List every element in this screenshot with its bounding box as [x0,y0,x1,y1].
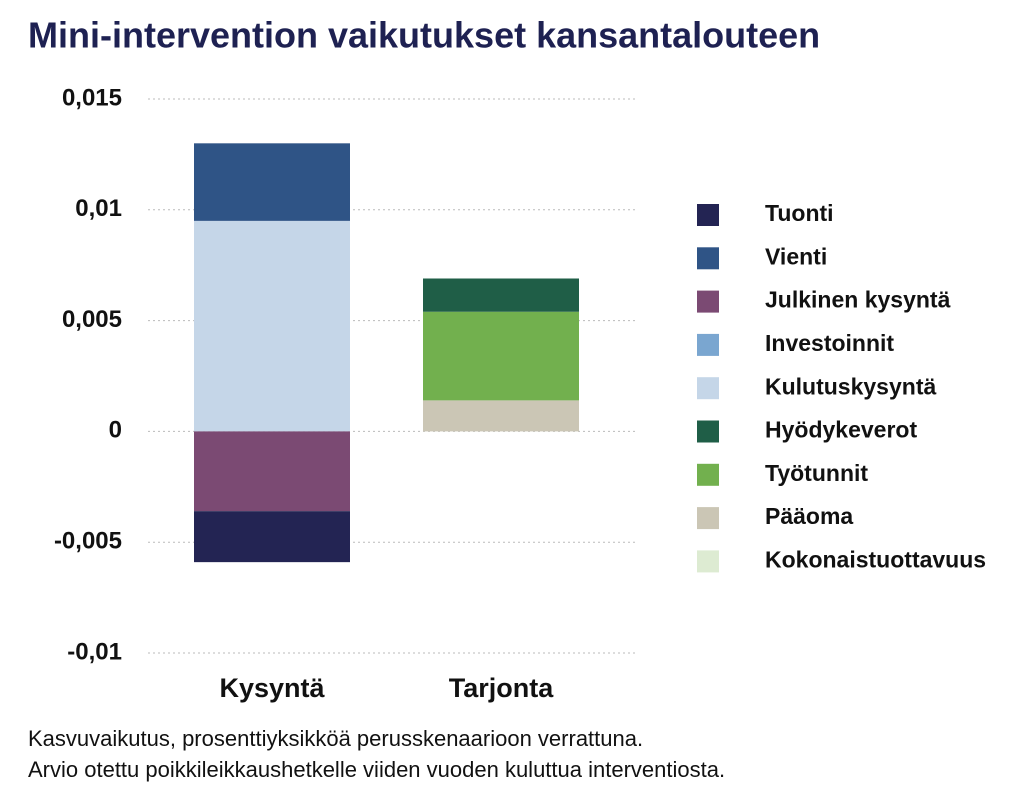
x-tick-label: Tarjonta [449,673,554,703]
legend-label: Pääoma [765,503,853,529]
bar-segment [194,431,350,512]
legend-label: Kulutuskysyntä [765,373,936,399]
note: Arvio otettu poikkileikkaushetkelle viid… [28,757,725,782]
legend-label: Vienti [765,243,827,269]
legend-swatch [697,247,719,270]
legend-label: Tuonti [765,200,834,226]
legend-label: Hyödykeverot [765,417,917,443]
legend-swatch [697,377,719,400]
legend-swatch [697,463,719,486]
bar-segment [423,278,579,312]
legend-swatch [697,204,719,226]
legend-label: Työtunnit [765,460,868,486]
legend-swatch [697,507,719,530]
legend-swatch [697,333,719,356]
bar-segment [423,311,579,401]
legend-swatch [697,550,719,573]
note: Kasvuvaikutus, prosenttiyksikköä perussk… [28,726,643,751]
y-tick-label: 0,01 [75,195,122,222]
legend-label: Investoinnit [765,330,894,356]
bar-segment [194,511,350,563]
legend-label: Julkinen kysyntä [765,287,951,313]
y-tick-label: -0,01 [67,638,122,665]
legend-label: Kokonaistuottavuus [765,546,986,572]
x-tick-label: Kysyntä [219,673,325,703]
y-tick-label: 0,015 [62,84,122,111]
y-tick-label: 0 [109,417,122,444]
chart-title: Mini-intervention vaikutukset kansantalo… [28,15,820,56]
bar-segment [194,143,350,221]
y-tick-label: 0,005 [62,306,122,333]
bar-segment [423,400,579,432]
bar-segment [194,220,350,432]
legend-swatch [697,290,719,313]
y-tick-label: -0,005 [54,528,122,555]
legend-swatch [697,420,719,443]
